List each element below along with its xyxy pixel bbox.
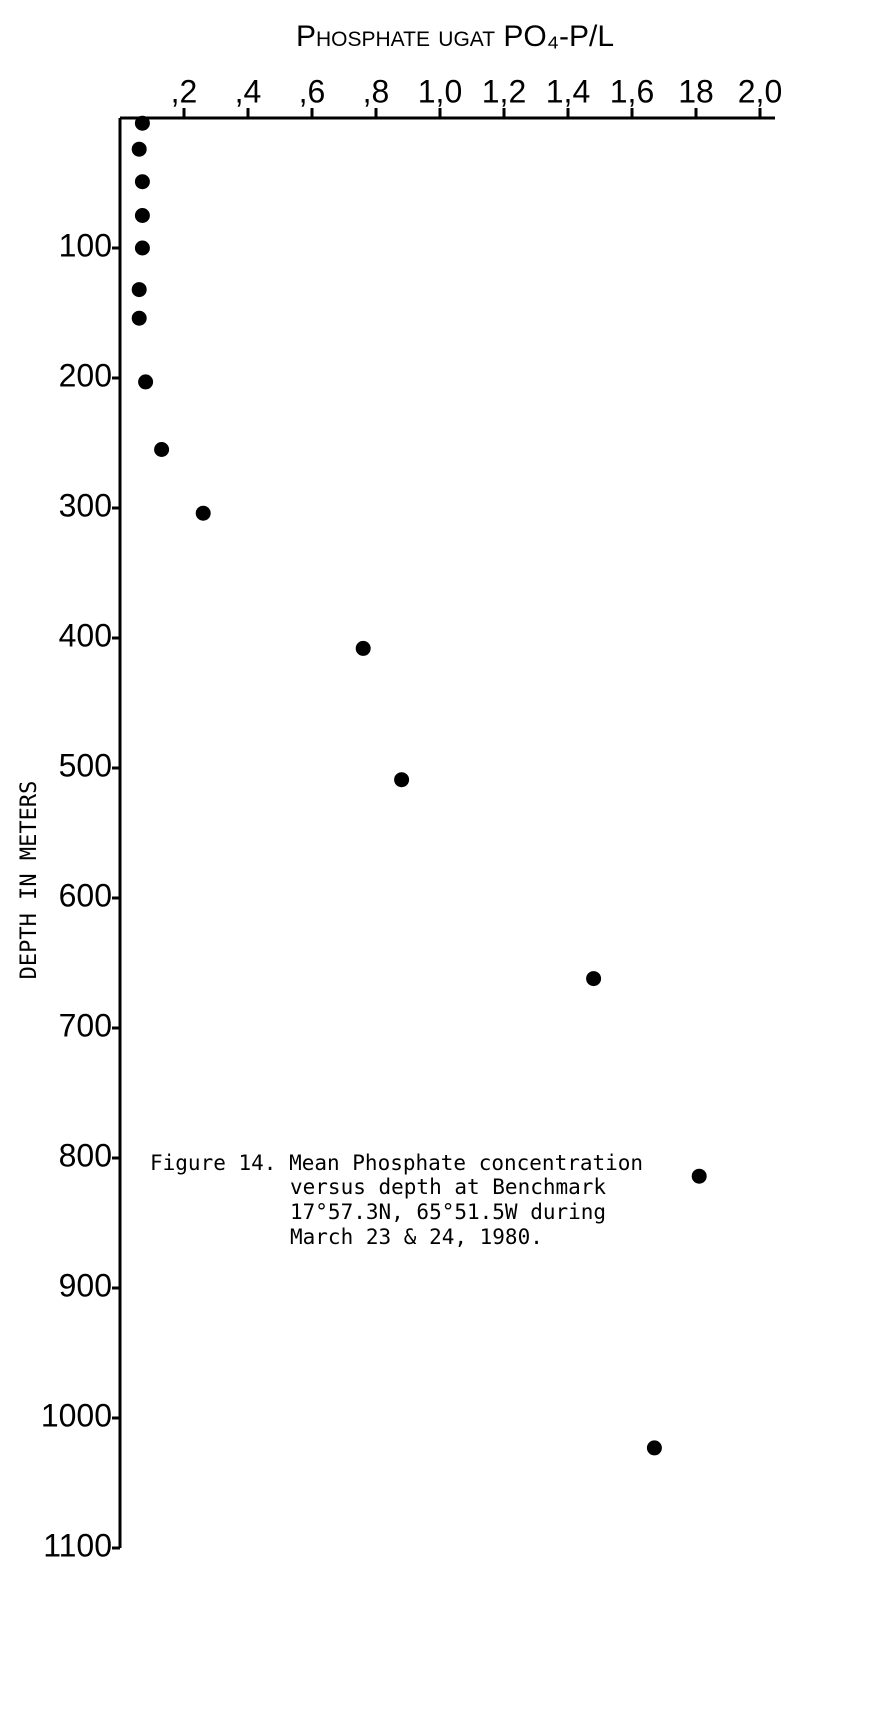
x-tick-label: ,4 [235, 73, 262, 109]
annotation: versus depth at Benchmark [290, 1175, 606, 1199]
y-tick-label: 700 [59, 1007, 112, 1043]
data-point [355, 640, 371, 656]
data-point [394, 772, 410, 788]
annotation: Figure 14. Mean Phosphate concentration [150, 1151, 643, 1175]
data-point [646, 1440, 662, 1456]
y-tick-label: 1100 [43, 1527, 112, 1563]
data-point [134, 240, 150, 256]
data-point [131, 141, 147, 157]
data-point [134, 208, 150, 223]
y-tick-label: 900 [59, 1267, 112, 1303]
data-point [154, 442, 170, 457]
x-tick-label: 2,0 [738, 73, 782, 109]
x-tick-label: ,2 [171, 73, 198, 109]
x-tick-label: 1,0 [418, 73, 462, 109]
y-tick-label: 500 [59, 747, 112, 783]
annotation: March 23 & 24, 1980. [290, 1225, 543, 1249]
y-tick-label: 800 [59, 1137, 112, 1173]
x-tick-label: 1,6 [610, 73, 654, 109]
annotation: 17°57.3N, 65°51.5W during [290, 1200, 606, 1224]
data-point [586, 971, 602, 987]
y-tick-label: 600 [59, 877, 112, 913]
y-tick-label: 200 [59, 357, 112, 393]
y-tick-label: 1000 [41, 1397, 112, 1433]
data-point [131, 310, 147, 326]
data-point [138, 374, 154, 390]
x-tick-label: ,6 [299, 73, 326, 109]
data-point [131, 282, 147, 298]
y-tick-label: 100 [59, 227, 112, 263]
x-tick-label: 18 [678, 73, 714, 109]
data-point [691, 1168, 707, 1184]
x-tick-label: 1,2 [482, 73, 526, 109]
y-tick-label: 300 [59, 487, 112, 523]
data-point [195, 505, 211, 521]
x-tick-label: 1,4 [546, 73, 590, 109]
x-tick-label: ,8 [363, 73, 390, 109]
data-point [134, 115, 150, 131]
data-point [134, 174, 150, 190]
y-tick-label: 400 [59, 617, 112, 653]
x-axis-title: Phosphate ugat PO₄-P/L [296, 20, 614, 53]
y-axis-title: DEPTH IN METERS [17, 781, 42, 980]
